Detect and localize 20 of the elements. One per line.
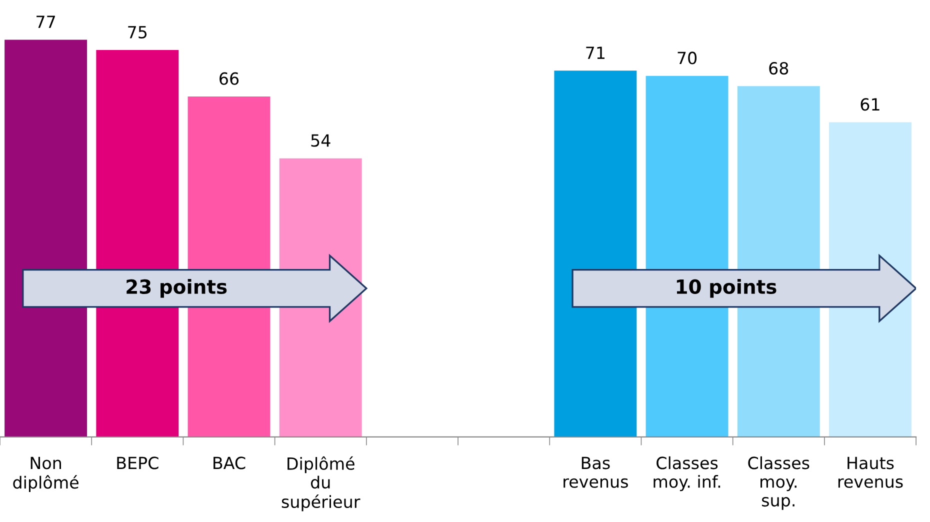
annotation: 23 points [126, 278, 227, 298]
data-label: 61 [860, 98, 880, 111]
data-label: 66 [220, 72, 239, 85]
x-tick-label: Bas revenus [564, 456, 628, 488]
bar [4, 40, 88, 437]
x-tick-label: BEPC [117, 456, 158, 470]
data-label: 75 [128, 26, 147, 38]
annotation: 10 points [676, 278, 776, 298]
data-label: 68 [769, 62, 788, 75]
data-label: 77 [36, 16, 55, 28]
x-tick-label: BAC [214, 456, 246, 470]
x-tick-label: Hauts revenus [838, 456, 903, 488]
x-tick-label: Diplômé du supérieur [282, 456, 360, 512]
data-label: 71 [586, 46, 604, 59]
bar [554, 70, 637, 437]
data-label: 70 [678, 52, 697, 64]
x-tick-label: Non diplômé [13, 456, 78, 492]
x-tick-label: Classes moy. inf. [654, 456, 720, 492]
data-label: 54 [311, 134, 330, 147]
x-tick-label: Classes moy. sup. [748, 456, 810, 510]
